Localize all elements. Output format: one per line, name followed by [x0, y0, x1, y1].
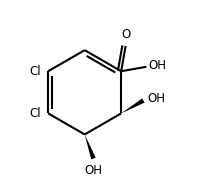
- Text: OH: OH: [147, 92, 165, 105]
- Polygon shape: [121, 98, 145, 113]
- Text: O: O: [121, 28, 130, 41]
- Polygon shape: [85, 134, 96, 159]
- Text: Cl: Cl: [29, 107, 41, 120]
- Text: Cl: Cl: [29, 65, 41, 78]
- Text: OH: OH: [84, 164, 102, 177]
- Text: OH: OH: [148, 59, 166, 72]
